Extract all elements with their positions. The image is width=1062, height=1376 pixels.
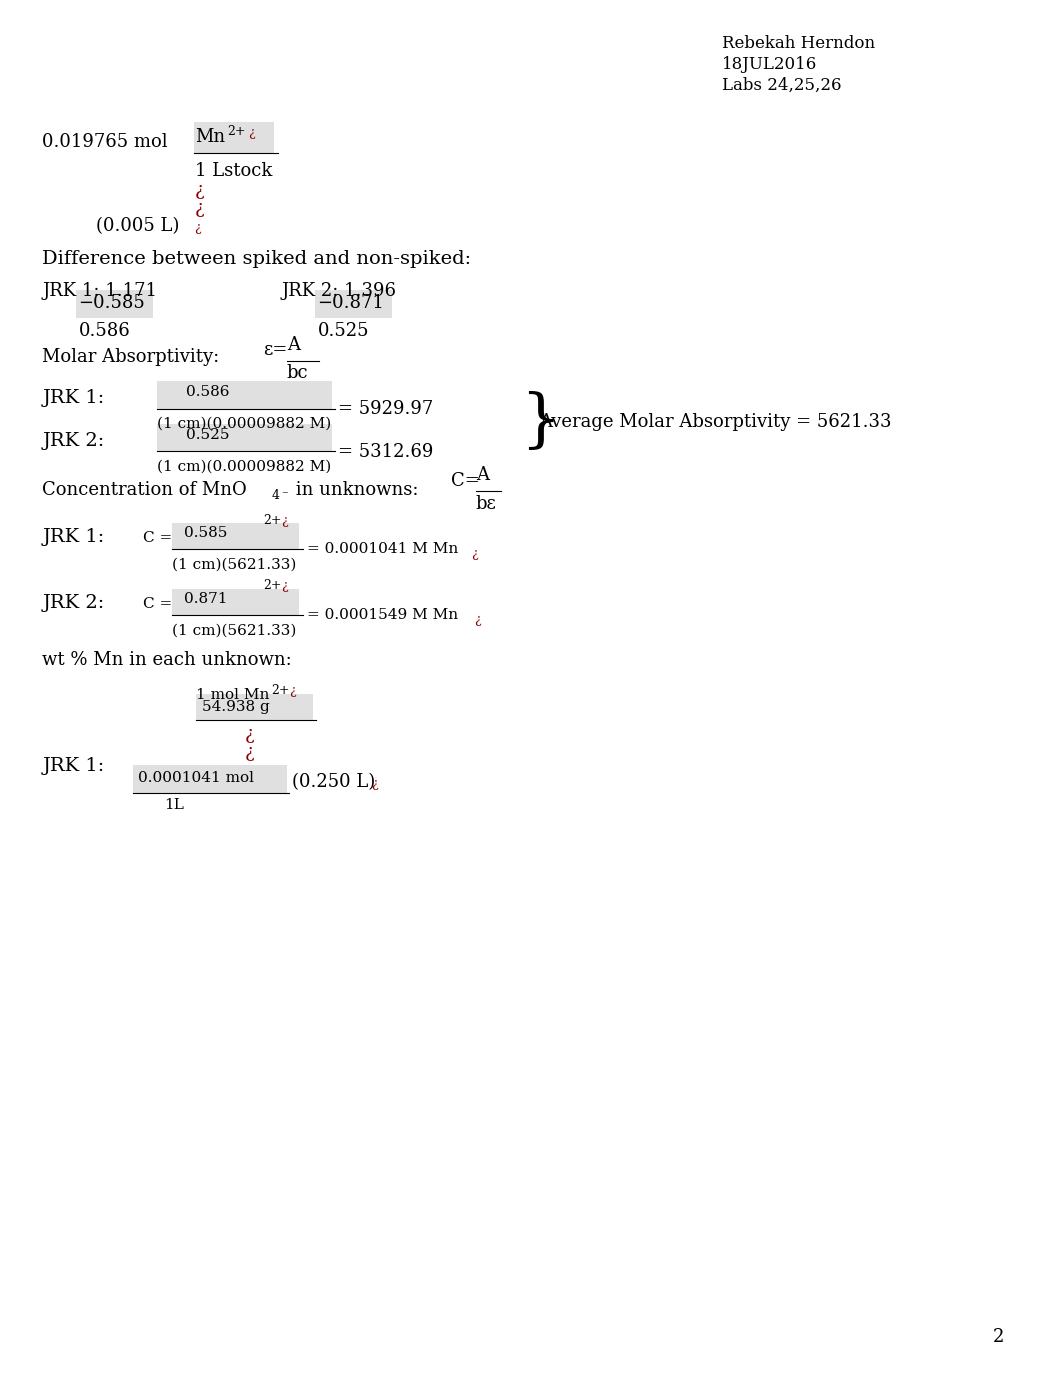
Text: ¿: ¿ xyxy=(194,200,204,217)
FancyBboxPatch shape xyxy=(194,122,274,153)
Text: JRK 1: 1.171: JRK 1: 1.171 xyxy=(42,282,157,300)
Text: 2+: 2+ xyxy=(227,125,245,138)
FancyBboxPatch shape xyxy=(196,694,313,720)
Text: = 0.0001549 M Mn: = 0.0001549 M Mn xyxy=(307,608,458,622)
Text: ¿: ¿ xyxy=(194,182,204,200)
Text: 0.871: 0.871 xyxy=(184,592,227,605)
Text: 18JUL2016: 18JUL2016 xyxy=(722,56,818,73)
Text: (0.005 L): (0.005 L) xyxy=(96,217,179,235)
Text: 0.585: 0.585 xyxy=(184,526,227,539)
Text: 0.525: 0.525 xyxy=(318,322,369,340)
FancyBboxPatch shape xyxy=(76,290,153,318)
Text: Mn: Mn xyxy=(195,128,225,146)
Text: −0.871: −0.871 xyxy=(318,294,384,312)
Text: ¿: ¿ xyxy=(474,614,480,626)
Text: (0.250 L): (0.250 L) xyxy=(292,773,375,791)
FancyBboxPatch shape xyxy=(172,589,299,615)
Text: 0.586: 0.586 xyxy=(186,385,229,399)
Text: 54.938 g: 54.938 g xyxy=(202,700,270,714)
Text: ε=: ε= xyxy=(263,341,288,359)
Text: ⁻: ⁻ xyxy=(281,490,288,502)
Text: (1 cm)(5621.33): (1 cm)(5621.33) xyxy=(172,557,296,571)
Text: Average Molar Absorptivity = 5621.33: Average Molar Absorptivity = 5621.33 xyxy=(539,413,892,432)
Text: 4: 4 xyxy=(272,490,280,502)
Text: −0.585: −0.585 xyxy=(79,294,145,312)
Text: 1 Lstock: 1 Lstock xyxy=(195,162,273,180)
Text: Rebekah Herndon: Rebekah Herndon xyxy=(722,36,875,52)
Text: 2+: 2+ xyxy=(263,515,281,527)
Text: JRK 1:: JRK 1: xyxy=(42,389,105,407)
Text: Difference between spiked and non-spiked:: Difference between spiked and non-spiked… xyxy=(42,250,472,268)
Text: JRK 1:: JRK 1: xyxy=(42,528,105,546)
Text: ¿: ¿ xyxy=(249,127,255,139)
Text: 0.586: 0.586 xyxy=(79,322,131,340)
Text: A: A xyxy=(476,466,489,484)
Text: (1 cm)(0.00009882 M): (1 cm)(0.00009882 M) xyxy=(157,417,331,431)
FancyBboxPatch shape xyxy=(157,424,332,451)
Text: 0.0001041 mol: 0.0001041 mol xyxy=(138,771,254,784)
Text: JRK 2:: JRK 2: xyxy=(42,432,105,450)
Text: ¿: ¿ xyxy=(281,579,288,592)
Text: ¿: ¿ xyxy=(289,684,295,696)
Text: Concentration of MnO: Concentration of MnO xyxy=(42,482,247,499)
Text: C =: C = xyxy=(143,597,173,611)
Text: 0.525: 0.525 xyxy=(186,428,229,442)
Text: JRK 1:: JRK 1: xyxy=(42,757,105,775)
Text: JRK 2: 1.396: JRK 2: 1.396 xyxy=(281,282,396,300)
Text: ¿: ¿ xyxy=(281,515,288,527)
Text: C=: C= xyxy=(451,472,480,490)
FancyBboxPatch shape xyxy=(315,290,392,318)
Text: 2: 2 xyxy=(993,1328,1004,1346)
Text: = 5312.69: = 5312.69 xyxy=(338,443,433,461)
Text: ¿: ¿ xyxy=(371,777,377,790)
Text: 1L: 1L xyxy=(165,798,185,812)
Text: 1 mol Mn: 1 mol Mn xyxy=(196,688,270,702)
Text: wt % Mn in each unknown:: wt % Mn in each unknown: xyxy=(42,651,292,669)
Text: A: A xyxy=(287,336,299,354)
Text: (1 cm)(0.00009882 M): (1 cm)(0.00009882 M) xyxy=(157,460,331,473)
Text: = 5929.97: = 5929.97 xyxy=(338,400,433,418)
Text: bε: bε xyxy=(476,495,497,513)
Text: bc: bc xyxy=(287,365,308,383)
Text: = 0.0001041 M Mn: = 0.0001041 M Mn xyxy=(307,542,458,556)
FancyBboxPatch shape xyxy=(172,523,299,549)
Text: in unknowns:: in unknowns: xyxy=(290,482,418,499)
Text: 2+: 2+ xyxy=(263,579,281,592)
Text: ¿: ¿ xyxy=(244,743,254,761)
Text: (1 cm)(5621.33): (1 cm)(5621.33) xyxy=(172,623,296,637)
Text: ¿: ¿ xyxy=(472,548,478,560)
Text: 0.019765 mol: 0.019765 mol xyxy=(42,133,168,151)
Text: Molar Absorptivity:: Molar Absorptivity: xyxy=(42,348,220,366)
Text: JRK 2:: JRK 2: xyxy=(42,594,105,612)
Text: C =: C = xyxy=(143,531,173,545)
Text: Labs 24,25,26: Labs 24,25,26 xyxy=(722,77,842,94)
Text: }: } xyxy=(520,392,561,453)
FancyBboxPatch shape xyxy=(157,381,332,409)
Text: ¿: ¿ xyxy=(244,725,254,743)
Text: 2+: 2+ xyxy=(271,684,289,696)
FancyBboxPatch shape xyxy=(133,765,287,793)
Text: ¿: ¿ xyxy=(194,222,201,234)
